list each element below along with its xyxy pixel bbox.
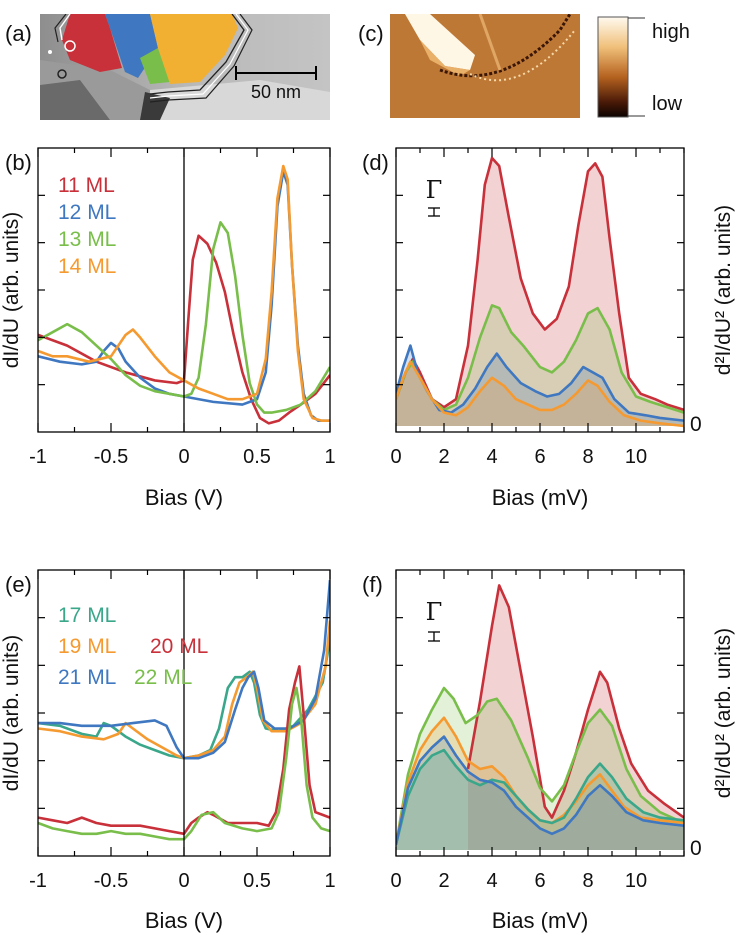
plot-area-e: [38, 579, 330, 841]
scale-bar-label: 50 nm: [251, 82, 301, 102]
series-line-17ml: [396, 748, 684, 845]
series-line-13ml: [38, 221, 330, 414]
legend-entry-19ml: 19 ML: [58, 635, 116, 658]
series-line-11ml: [396, 156, 684, 412]
series-line-21ml: [38, 579, 330, 760]
area-fill-11ml: [396, 158, 684, 426]
x-tick-label: 0: [390, 446, 401, 468]
zero-label: 0: [690, 413, 702, 436]
x-tick-label: 4: [486, 870, 497, 892]
legend-entry-21ml: 21 ML: [58, 666, 116, 689]
x-axis-label-f: Bias (mV): [492, 908, 589, 933]
gamma-label: Γ: [426, 176, 443, 204]
panel-label-f: (f): [362, 572, 383, 597]
legend-entry-13ml: 13 ML: [58, 228, 116, 251]
panel-c: (c) high low: [358, 14, 690, 118]
panel-label-a: (a): [5, 21, 32, 46]
x-tick-label: 0: [178, 870, 189, 892]
colorbar: high low: [597, 16, 690, 118]
series-line-19ml: [38, 620, 330, 760]
x-tick-label: 2: [438, 446, 449, 468]
series-line-22ml: [38, 686, 330, 841]
x-axis-label-b: Bias (V): [145, 485, 223, 510]
x-axis-label-e: Bias (V): [145, 908, 223, 933]
zero-label: 0: [690, 837, 702, 860]
area-fill-19ml: [396, 717, 684, 850]
x-tick-label: 10: [625, 446, 647, 468]
stm-image-c: [390, 14, 580, 118]
series-line-14ml: [38, 164, 330, 422]
series-line-14ml: [396, 360, 684, 428]
series-line-21ml: [396, 735, 684, 845]
legend-entry-11ml: 11 ML: [58, 174, 115, 197]
x-tick-label: -1: [29, 446, 47, 468]
x-tick-label: 0.5: [243, 446, 271, 468]
panel-a: (a): [5, 14, 330, 120]
panel-label-d: (d): [362, 150, 389, 175]
x-tick-label: 0.5: [243, 870, 271, 892]
series-line-22ml: [396, 686, 684, 845]
plot-area-d: [396, 156, 684, 428]
scale-bar: 50 nm: [235, 66, 317, 102]
area-fill-17ml: [396, 750, 684, 850]
area-fill-20ml: [468, 585, 684, 850]
legend-entry-12ml: 12 ML: [58, 201, 116, 224]
x-tick-label: 1: [324, 446, 335, 468]
area-fill-14ml: [396, 361, 684, 426]
y-axis-label-e: dI/dU (arb. units): [0, 635, 23, 791]
area-fill-21ml: [396, 736, 684, 850]
colorbar-high-label: high: [652, 21, 690, 43]
x-tick-label: 6: [534, 446, 545, 468]
x-tick-label: 4: [486, 446, 497, 468]
terrace-11ml: [62, 14, 122, 72]
colorbar-low-label: low: [652, 93, 683, 115]
y-axis-label-f: d²I/dU² (arb. units): [712, 628, 735, 798]
x-tick-label: -1: [29, 870, 47, 892]
series-line-11ml: [38, 234, 330, 425]
plot-area-b: [38, 164, 330, 425]
x-tick-label: 0: [390, 870, 401, 892]
terrace-13ml: [140, 48, 170, 84]
gamma-label: Γ: [426, 598, 443, 626]
y-axis-label-b: dI/dU (arb. units): [0, 212, 23, 368]
series-line-20ml: [38, 665, 330, 836]
series-line-20ml: [466, 584, 684, 819]
stm-image-a: [40, 14, 330, 120]
x-axis-label-d: Bias (mV): [492, 485, 589, 510]
legend-entry-22ml: 22 ML: [134, 666, 192, 689]
panel-label-e: (e): [5, 572, 32, 597]
panel-label-c: (c): [358, 21, 384, 46]
panel-b: (b) -1 -0.5 0 0.5 1 Bias (V) dI/dU (arb. units)…: [0, 147, 336, 510]
panel-f: (f) 0 2 4 6 8 10 Bias (mV) d²I/dU² (arb. units) 0…: [362, 569, 735, 933]
x-tick-label: 0: [178, 446, 189, 468]
terrace-14ml: [150, 14, 238, 84]
x-tick-label: 6: [534, 870, 545, 892]
x-tick-label: 8: [582, 870, 593, 892]
legend-entry-20ml: 20 ML: [150, 635, 208, 658]
legend-entry-14ml: 14 ML: [58, 255, 116, 278]
y-axis-label-d: d²I/dU² (arb. units): [712, 205, 735, 375]
legend-entry-17ml: 17 ML: [58, 604, 116, 627]
x-tick-label: -0.5: [94, 870, 128, 892]
plot-area-f: [396, 584, 684, 850]
x-tick-label: 8: [582, 446, 593, 468]
x-tick-label: -0.5: [94, 446, 128, 468]
x-tick-label: 2: [438, 870, 449, 892]
panel-d: (d) 0 2 4 6 8 10 Bias (mV) d²I/dU² (arb. units) 0…: [362, 147, 735, 510]
panel-label-b: (b): [5, 150, 32, 175]
x-tick-label: 1: [324, 870, 335, 892]
x-tick-label: 10: [625, 870, 647, 892]
panel-e: (e) -1 -0.5 0 0.5 1 Bias (V) dI/dU (arb. units)…: [0, 569, 336, 933]
